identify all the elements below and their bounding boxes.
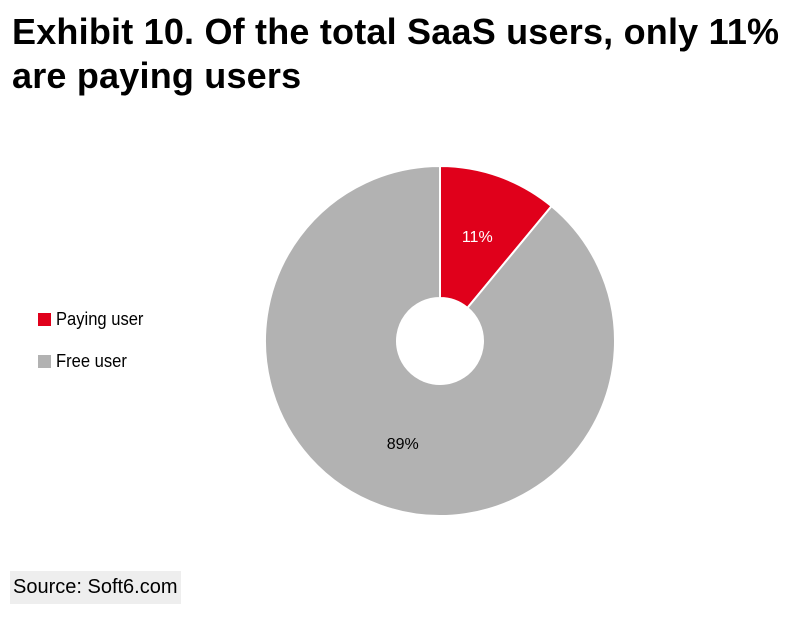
legend-swatch <box>38 354 51 368</box>
legend-label: Free user <box>56 350 127 371</box>
data-label-paying-user: 11% <box>462 229 493 246</box>
legend-item-paying-user: Paying user <box>38 308 151 330</box>
chart-title: Exhibit 10. Of the total SaaS users, onl… <box>12 11 780 96</box>
source-note: Source: Soft6.com <box>10 571 181 604</box>
pie-slice-free-user <box>264 164 616 517</box>
legend-item-free-user: Free user <box>38 350 151 372</box>
legend-swatch <box>38 312 51 326</box>
legend: Paying user Free user <box>38 308 151 392</box>
data-label-free-user: 89% <box>387 436 419 453</box>
legend-label: Paying user <box>56 308 144 329</box>
pie-slice-paying-user <box>439 164 553 310</box>
